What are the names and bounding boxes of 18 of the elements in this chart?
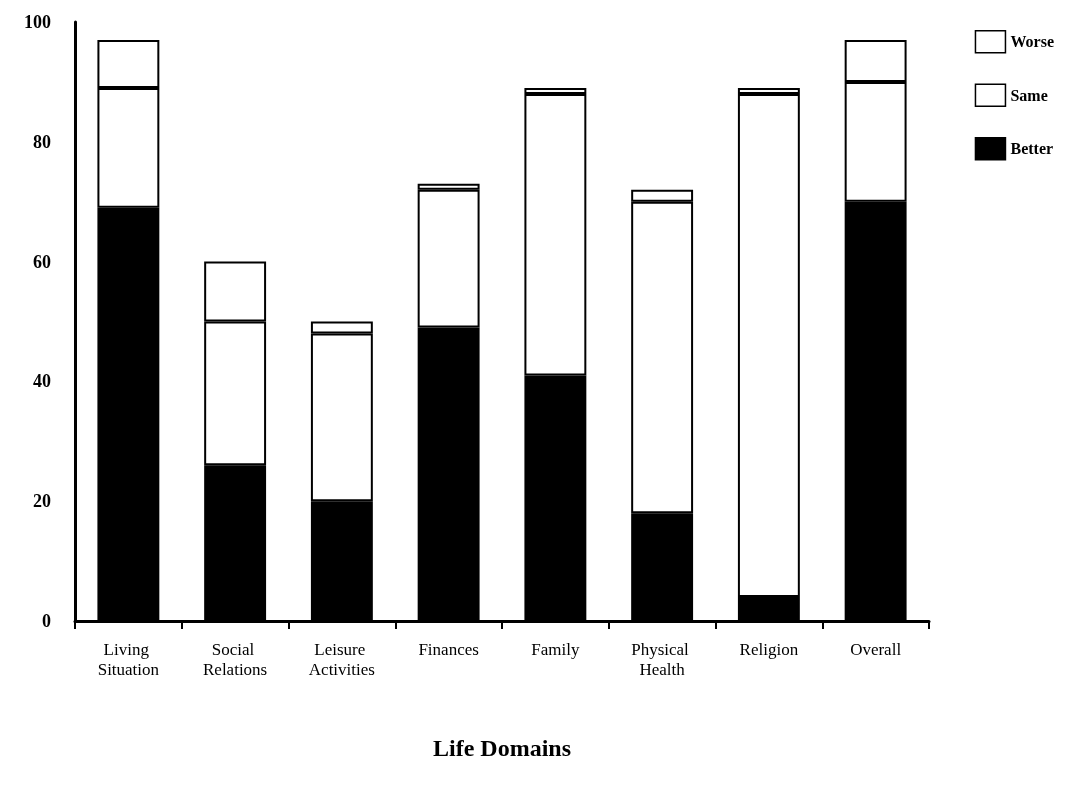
legend-label: Better: [1010, 140, 1054, 158]
legend-label: Same: [1010, 86, 1048, 104]
x-tick-label: Leisure Activities: [308, 639, 375, 679]
x-tick-label: Living Situation: [97, 639, 160, 679]
y-tick-label: 20: [33, 491, 51, 512]
y-tick-label: 60: [33, 251, 51, 272]
x-tick-label: Religion: [739, 639, 799, 659]
x-tick-label: Physical Health: [631, 639, 694, 679]
x-axis-title: Life Domains: [433, 735, 571, 761]
x-tick-label: Finances: [418, 639, 479, 659]
y-tick-label: 100: [24, 12, 51, 32]
legend-label: Worse: [1010, 33, 1054, 51]
y-tick-label: 0: [42, 611, 51, 631]
x-tick-label: Overall: [850, 639, 902, 659]
y-tick-label: 80: [33, 131, 51, 152]
x-tick-label: Social Relations: [203, 639, 268, 679]
x-tick-label: Family: [531, 639, 580, 659]
y-tick-label: 40: [33, 371, 51, 392]
